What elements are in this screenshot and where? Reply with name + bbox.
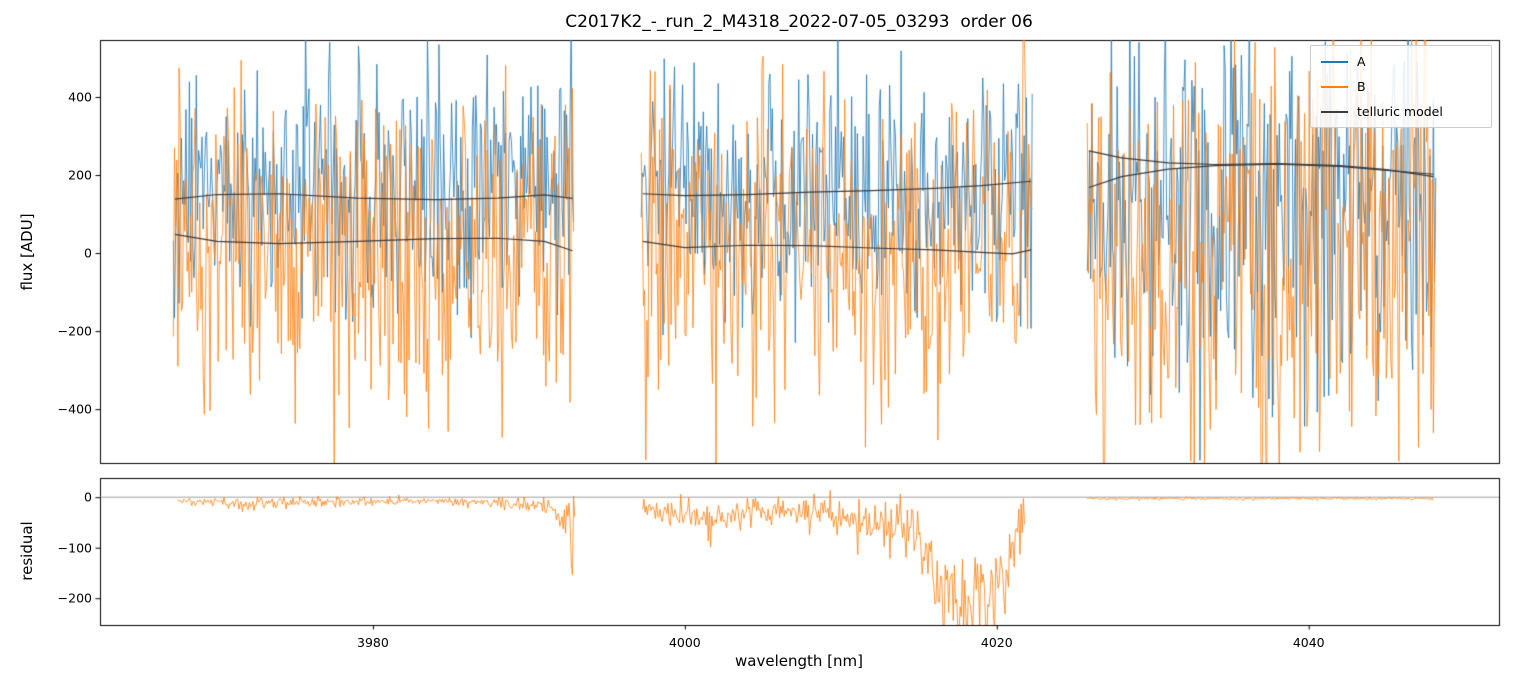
x-tick-label: 3980 bbox=[357, 635, 389, 650]
legend-label-a: A bbox=[1357, 54, 1366, 69]
legend-entry-b: B bbox=[1321, 79, 1481, 94]
y-tick-label: −200 bbox=[57, 323, 92, 339]
y-tick-label: 400 bbox=[68, 89, 92, 105]
legend-label-b: B bbox=[1357, 79, 1366, 94]
plot-title: C2017K2_-_run_2_M4318_2022-07-05_03293 o… bbox=[565, 12, 1033, 32]
y-tick-label: 0 bbox=[84, 489, 92, 505]
legend: A B telluric model bbox=[1310, 45, 1492, 128]
y-tick-label: −100 bbox=[57, 540, 92, 556]
x-axis-label: wavelength [nm] bbox=[735, 652, 863, 670]
y-tick-label: −400 bbox=[57, 401, 92, 417]
x-tick-label: 4000 bbox=[668, 635, 701, 650]
legend-line-b-icon bbox=[1321, 85, 1348, 88]
legend-entry-telluric: telluric model bbox=[1321, 104, 1481, 119]
flux-y-axis-label: flux [ADU] bbox=[18, 213, 36, 291]
x-tick-label: 4040 bbox=[1292, 635, 1325, 650]
y-tick-label: 0 bbox=[84, 245, 92, 261]
legend-line-a-icon bbox=[1321, 60, 1348, 63]
x-tick-label: 4020 bbox=[980, 635, 1013, 650]
legend-entry-a: A bbox=[1321, 54, 1481, 69]
y-tick-label: 200 bbox=[68, 167, 92, 183]
legend-line-telluric-icon bbox=[1321, 110, 1348, 113]
legend-label-telluric: telluric model bbox=[1357, 104, 1443, 119]
residual-y-axis-label: residual bbox=[18, 521, 36, 581]
y-tick-label: −200 bbox=[57, 590, 92, 606]
